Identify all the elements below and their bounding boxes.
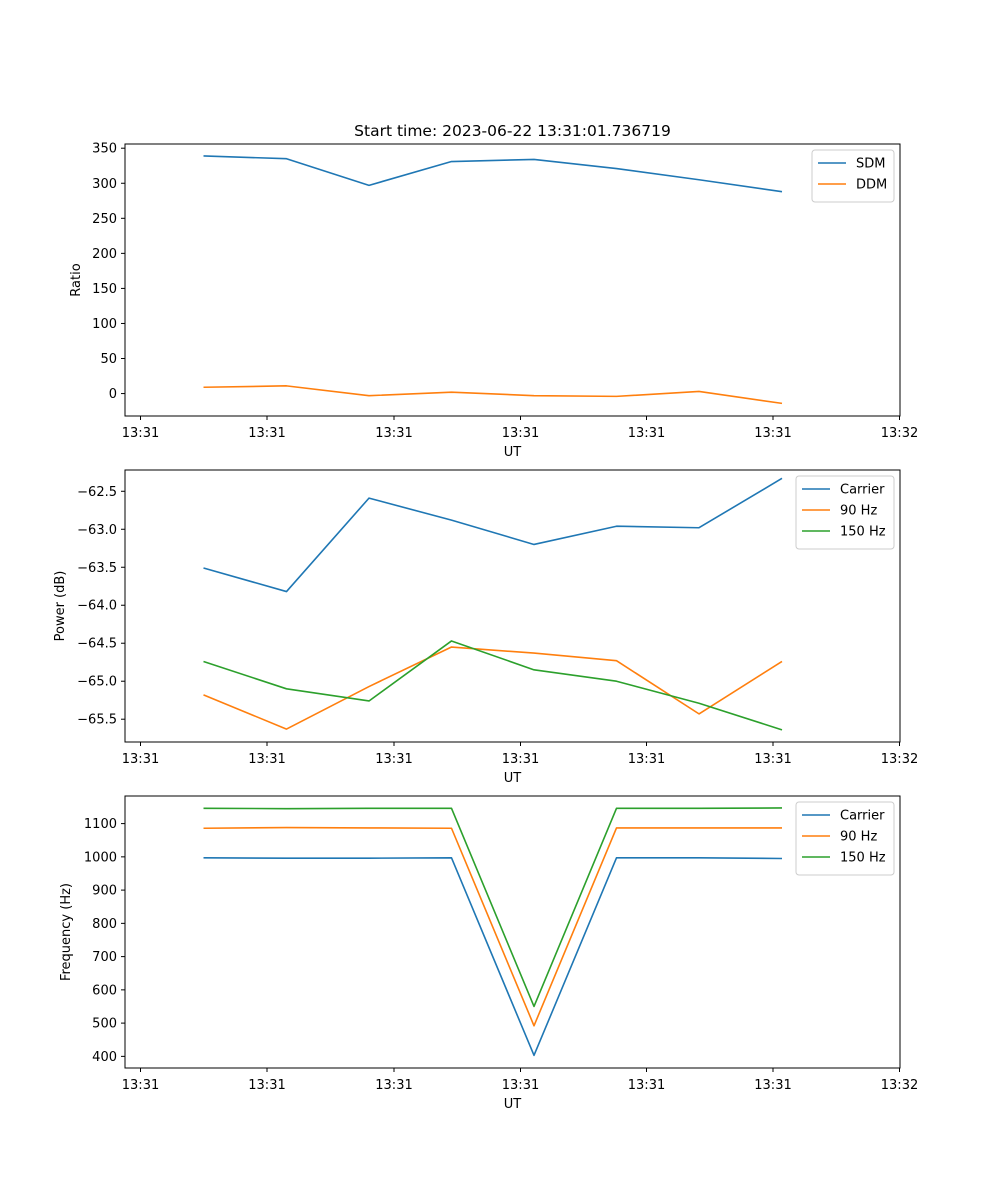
- series-line-carrier: [203, 857, 783, 1057]
- x-tick-label: 13:31: [122, 426, 159, 441]
- y-tick-label: 350: [92, 142, 117, 157]
- y-tick-label: 250: [92, 212, 117, 227]
- x-tick-label: 13:31: [375, 1078, 412, 1093]
- series-line-150-hz: [203, 640, 783, 731]
- legend-label: 150 Hz: [840, 851, 886, 866]
- y-axis-label: Ratio: [69, 263, 84, 296]
- y-tick-label: −65.5: [77, 713, 117, 728]
- x-tick-label: 13:31: [248, 1078, 285, 1093]
- x-axis-label: UT: [504, 1097, 522, 1112]
- series-line-90-hz: [203, 646, 783, 730]
- x-tick-label: 13:32: [881, 1078, 918, 1093]
- x-tick-label: 13:31: [628, 1078, 665, 1093]
- y-tick-label: −63.5: [77, 561, 117, 576]
- x-tick-label: 13:31: [375, 752, 412, 767]
- legend-label: 90 Hz: [840, 830, 877, 845]
- y-tick-label: 150: [92, 282, 117, 297]
- y-tick-label: 300: [92, 177, 117, 192]
- x-tick-label: 13:31: [754, 426, 791, 441]
- legend-label: Carrier: [840, 809, 885, 824]
- legend: SDM DDM: [811, 149, 895, 203]
- x-tick-label: 13:32: [881, 426, 918, 441]
- y-tick-label: 600: [92, 983, 117, 998]
- y-tick-label: 100: [92, 317, 117, 332]
- x-tick-label: 13:31: [248, 426, 285, 441]
- x-tick-label: 13:31: [502, 426, 539, 441]
- series-line-ddm: [203, 385, 783, 405]
- legend-label: 90 Hz: [840, 504, 877, 519]
- legend: Carrier 90 Hz 150 Hz: [795, 801, 895, 876]
- axes-frame: [124, 143, 901, 417]
- legend-label: Carrier: [840, 483, 885, 498]
- x-tick-label: 13:31: [628, 752, 665, 767]
- y-tick-label: −63.0: [77, 523, 117, 538]
- axes-frame: [124, 795, 901, 1069]
- series-line-90-hz: [203, 826, 782, 1027]
- y-tick-label: −64.0: [77, 599, 117, 614]
- x-axis-label: UT: [504, 445, 522, 460]
- subplot-3: 13:31 13:31 13:31 13:31 13:31 13:31 13:32 400 50…: [59, 795, 918, 1112]
- y-tick-label: 1100: [84, 817, 117, 832]
- axes-frame: [124, 469, 901, 743]
- legend-label: SDM: [856, 157, 885, 172]
- x-axis-label: UT: [504, 771, 522, 786]
- figure-title: Start time: 2023-06-22 13:31:01.736719: [354, 122, 671, 140]
- series-line-carrier: [203, 477, 783, 593]
- legend-label: DDM: [856, 178, 887, 193]
- y-axis-label: Power (dB): [53, 571, 68, 642]
- x-tick-label: 13:31: [628, 426, 665, 441]
- y-tick-label: 500: [92, 1017, 117, 1032]
- y-tick-label: −64.5: [77, 637, 117, 652]
- legend-label: 150 Hz: [840, 525, 886, 540]
- subplot-1: 13:31 13:31 13:31 13:31 13:31 13:31 13:32 0 50 10…: [69, 142, 918, 460]
- plots-group: 13:31 13:31 13:31 13:31 13:31 13:31 13:32 0 50 10…: [53, 142, 918, 1112]
- y-tick-label: 1000: [84, 850, 117, 865]
- y-tick-label: 700: [92, 950, 117, 965]
- y-tick-label: −65.0: [77, 675, 117, 690]
- y-tick-label: 900: [92, 884, 117, 899]
- x-tick-label: 13:32: [881, 752, 918, 767]
- y-tick-label: 400: [92, 1050, 117, 1065]
- x-tick-label: 13:31: [122, 1078, 159, 1093]
- y-tick-label: 800: [92, 917, 117, 932]
- y-tick-label: 50: [100, 352, 117, 367]
- series-line-150-hz: [203, 807, 783, 1008]
- x-tick-label: 13:31: [502, 1078, 539, 1093]
- x-tick-label: 13:31: [754, 752, 791, 767]
- y-tick-label: 200: [92, 247, 117, 262]
- x-tick-label: 13:31: [502, 752, 539, 767]
- legend: Carrier 90 Hz 150 Hz: [795, 475, 895, 550]
- y-tick-label: 0: [109, 387, 117, 402]
- x-tick-label: 13:31: [122, 752, 159, 767]
- y-tick-label: −62.5: [77, 485, 117, 500]
- x-tick-label: 13:31: [375, 426, 412, 441]
- x-tick-label: 13:31: [248, 752, 285, 767]
- x-tick-label: 13:31: [754, 1078, 791, 1093]
- series-line-sdm: [203, 155, 783, 193]
- y-axis-label: Frequency (Hz): [59, 883, 74, 981]
- subplot-2: 13:31 13:31 13:31 13:31 13:31 13:31 13:32 −65.5…: [53, 469, 918, 786]
